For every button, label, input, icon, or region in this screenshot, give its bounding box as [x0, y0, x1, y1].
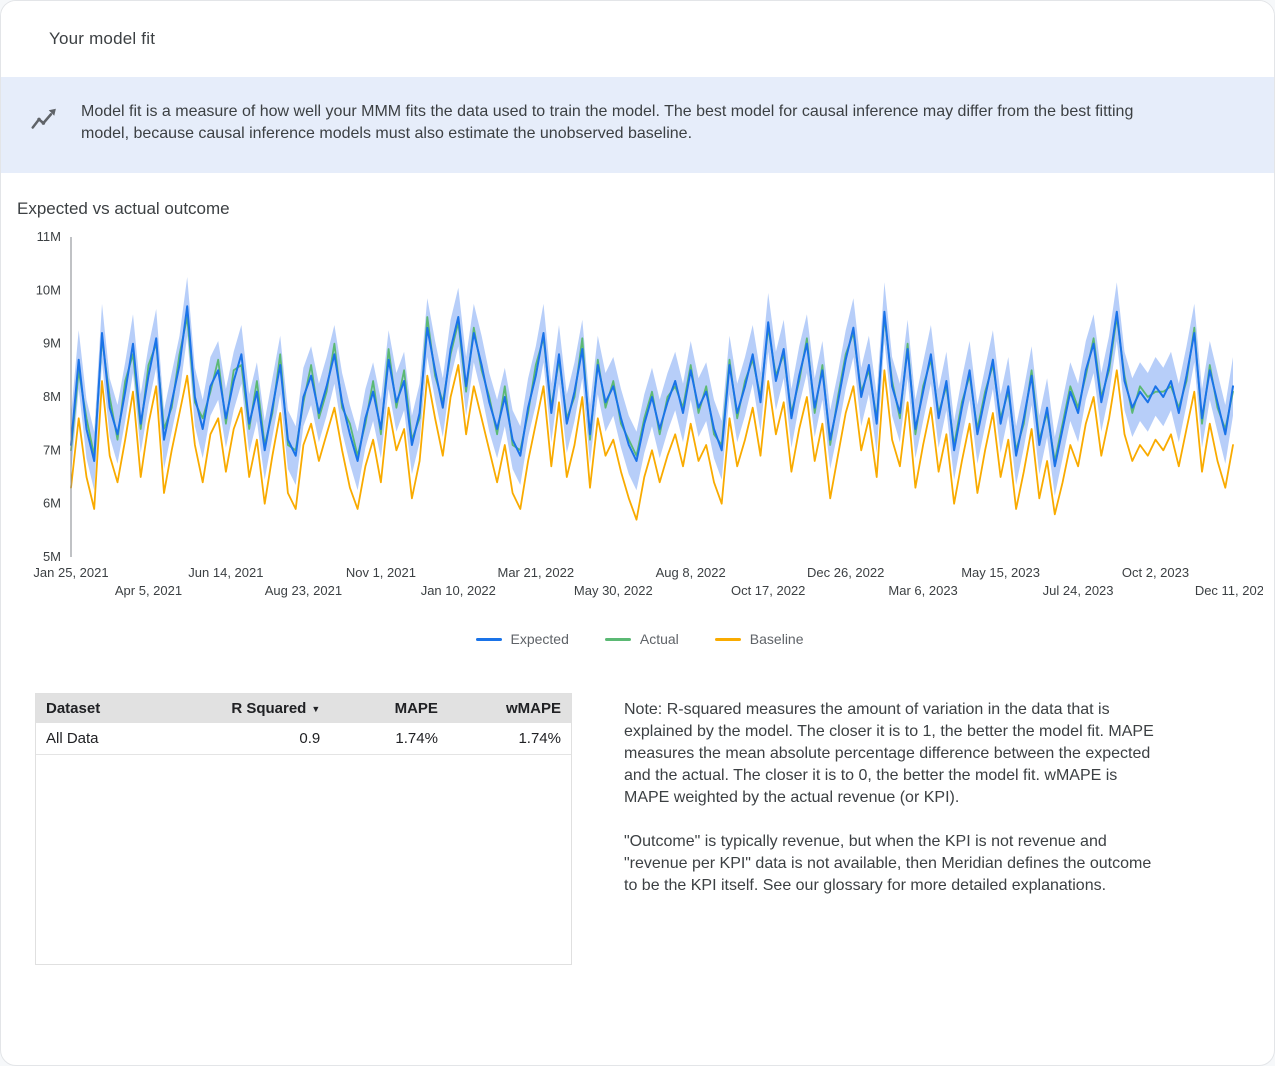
col-header-dataset[interactable]: Dataset	[36, 694, 197, 723]
svg-text:Dec 11, 2023: Dec 11, 2023	[1195, 583, 1263, 598]
cell-mape: 1.74%	[330, 723, 448, 755]
actual-line-swatch	[604, 637, 631, 641]
legend-item-expected: Expected	[475, 631, 569, 647]
svg-text:6M: 6M	[43, 496, 61, 511]
table-header-row: Dataset R Squared ▼ MAPE wMAPE	[36, 694, 571, 723]
legend-label: Expected	[510, 631, 569, 647]
svg-text:5M: 5M	[43, 549, 61, 564]
sort-desc-icon: ▼	[311, 704, 321, 714]
model-fit-chart: 5M 6M 7M 8M 9M 10M 11M Jan 25, 2021 Apr 5, 2021 J…	[33, 229, 1263, 598]
cell-dataset: All Data	[36, 723, 197, 755]
page-header: Your model fit	[1, 1, 1274, 77]
note-paragraph-metrics: Note: R-squared measures the amount of v…	[624, 701, 1154, 806]
svg-text:7M: 7M	[43, 442, 61, 457]
svg-text:Jan 10, 2022: Jan 10, 2022	[421, 583, 496, 598]
svg-text:Mar 6, 2023: Mar 6, 2023	[888, 583, 957, 598]
table-row: All Data 0.9 1.74% 1.74%	[36, 723, 571, 755]
svg-text:May 15, 2023: May 15, 2023	[961, 565, 1040, 580]
model-fit-table: Dataset R Squared ▼ MAPE wMAPE All Data 0…	[35, 693, 572, 965]
svg-text:Aug 23, 2021: Aug 23, 2021	[265, 583, 342, 598]
banner-text: Model fit is a measure of how well your …	[81, 103, 1134, 142]
legend-item-actual: Actual	[604, 631, 679, 647]
notes: Note: R-squared measures the amount of v…	[624, 693, 1158, 897]
svg-text:Jul 24, 2023: Jul 24, 2023	[1043, 583, 1114, 598]
svg-text:11M: 11M	[37, 229, 61, 244]
svg-text:Jun 14, 2021: Jun 14, 2021	[188, 565, 263, 580]
svg-text:9M: 9M	[43, 336, 61, 351]
svg-text:10M: 10M	[36, 282, 61, 297]
col-header-r-squared[interactable]: R Squared ▼	[196, 694, 331, 723]
legend-label: Actual	[639, 631, 679, 647]
svg-text:May 30, 2022: May 30, 2022	[574, 583, 653, 598]
page-title: Your model fit	[49, 29, 156, 48]
svg-text:Oct 2, 2023: Oct 2, 2023	[1122, 565, 1189, 580]
svg-text:Jan 25, 2021: Jan 25, 2021	[33, 565, 108, 580]
details-row: Dataset R Squared ▼ MAPE wMAPE All Data 0…	[35, 693, 1264, 1035]
legend-label: Baseline	[749, 631, 804, 647]
col-header-mape[interactable]: MAPE	[330, 694, 448, 723]
svg-text:Mar 21, 2022: Mar 21, 2022	[497, 565, 574, 580]
col-header-r-squared-label: R Squared	[231, 700, 307, 717]
svg-text:8M: 8M	[43, 389, 61, 404]
expected-line-swatch	[475, 637, 502, 641]
report-body: Expected vs actual outcome 5M 6M 7M 8M 9M 10M…	[1, 173, 1274, 1035]
svg-text:Apr 5, 2021: Apr 5, 2021	[115, 583, 182, 598]
svg-text:Nov 1, 2021: Nov 1, 2021	[346, 565, 416, 580]
legend-item-baseline: Baseline	[714, 631, 804, 647]
cell-wmape: 1.74%	[447, 723, 571, 755]
svg-text:Oct 17, 2022: Oct 17, 2022	[731, 583, 805, 598]
baseline-line-swatch	[714, 637, 741, 641]
note-paragraph-outcome: "Outcome" is typically revenue, but when…	[624, 833, 1152, 894]
section-title: Expected vs actual outcome	[17, 199, 230, 218]
chart-legend: Expected Actual Baseline	[15, 631, 1264, 647]
info-banner: Model fit is a measure of how well your …	[1, 77, 1274, 173]
svg-text:Dec 26, 2022: Dec 26, 2022	[807, 565, 884, 580]
trend-line-icon	[29, 105, 59, 135]
col-header-wmape[interactable]: wMAPE	[447, 694, 571, 723]
cell-r-squared: 0.9	[196, 723, 331, 755]
svg-text:Aug 8, 2022: Aug 8, 2022	[656, 565, 726, 580]
